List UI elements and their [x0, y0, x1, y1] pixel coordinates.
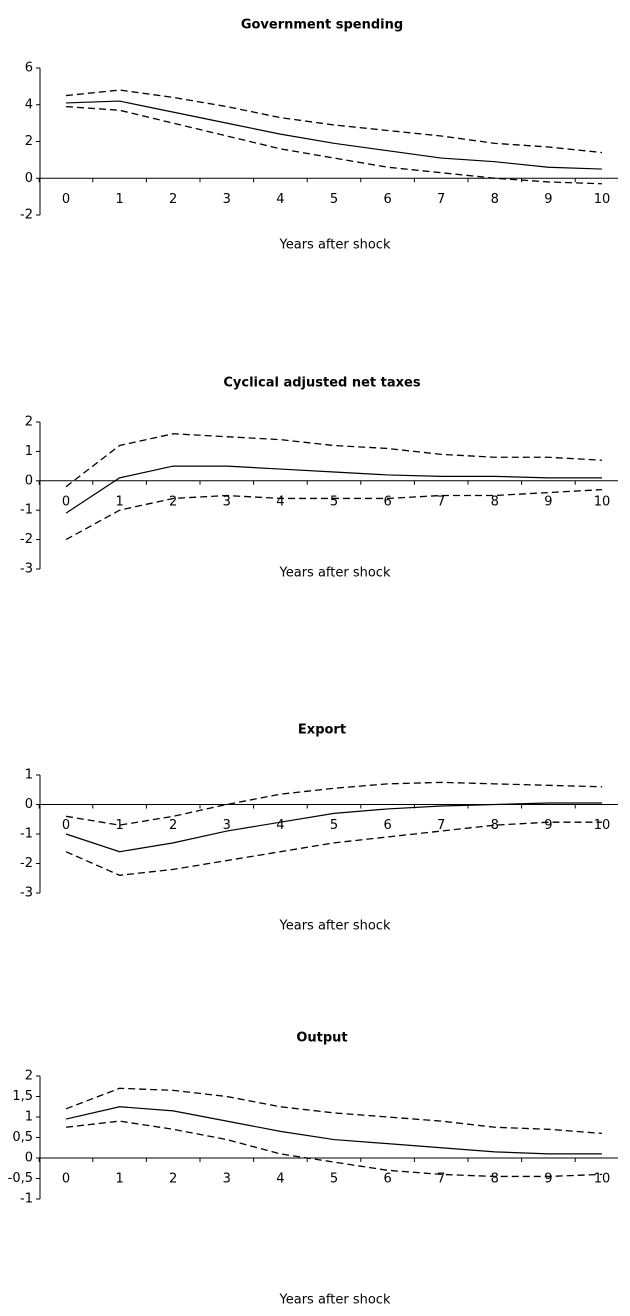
x-tick-label: 5: [330, 818, 338, 833]
series-line: [65, 89, 603, 154]
y-tick-label: -2: [20, 856, 33, 871]
chart-title: Output: [296, 1031, 347, 1046]
x-tick-label: 3: [223, 192, 231, 207]
x-tick-label: 7: [437, 1172, 445, 1187]
x-tick-label: 9: [544, 818, 552, 833]
x-tick-label: 7: [437, 494, 445, 509]
x-axis-label: Years after shock: [279, 1293, 391, 1308]
x-tick-label: 5: [330, 494, 338, 509]
series-line: [65, 465, 602, 514]
x-tick-label: 8: [491, 494, 499, 509]
series-line: [65, 100, 603, 170]
y-tick-label: 2: [25, 134, 33, 149]
y-tick-label: 0: [25, 797, 33, 812]
y-tick-label: 0,5: [12, 1130, 33, 1145]
y-tick-label: -2: [20, 208, 33, 223]
y-tick-label: -3: [20, 886, 33, 901]
x-tick-label: 3: [223, 818, 231, 833]
x-tick-label: 1: [115, 1172, 123, 1187]
x-tick-label: 7: [437, 818, 445, 833]
x-tick-label: 6: [383, 494, 391, 509]
x-tick-label: 10: [594, 818, 611, 833]
x-tick-label: 8: [491, 1172, 499, 1187]
y-tick-label: 0: [25, 473, 33, 488]
series-line: [65, 488, 603, 541]
x-tick-label: 4: [276, 1172, 284, 1187]
series-line: [65, 781, 603, 826]
x-tick-label: 9: [544, 494, 552, 509]
series-line: [65, 105, 603, 185]
series-line: [65, 1087, 603, 1135]
x-tick-label: 7: [437, 192, 445, 207]
series-line: [65, 1120, 603, 1178]
x-tick-label: 10: [594, 192, 611, 207]
x-axis-label: Years after shock: [279, 238, 391, 253]
x-tick-label: 4: [276, 192, 284, 207]
x-tick-label: 1: [115, 494, 123, 509]
y-tick-label: -0,5: [8, 1171, 33, 1186]
series-line: [65, 1106, 602, 1155]
chart-title: Government spending: [241, 18, 403, 33]
x-tick-label: 10: [594, 494, 611, 509]
y-tick-label: 1: [25, 768, 33, 783]
x-tick-label: 3: [223, 1172, 231, 1187]
y-tick-label: 4: [25, 97, 33, 112]
x-tick-label: 1: [115, 192, 123, 207]
x-tick-label: 9: [544, 1172, 552, 1187]
x-tick-label: 5: [330, 1172, 338, 1187]
y-tick-label: -1: [20, 827, 33, 842]
y-tick-label: -1: [20, 1192, 33, 1207]
x-tick-label: 8: [491, 192, 499, 207]
x-tick-label: 3: [223, 494, 231, 509]
x-tick-label: 2: [169, 192, 177, 207]
y-tick-label: -3: [20, 562, 33, 577]
y-tick-label: 1,5: [12, 1089, 33, 1104]
x-axis-label: Years after shock: [279, 919, 391, 934]
x-tick-label: 2: [169, 1172, 177, 1187]
x-axis-label: Years after shock: [279, 566, 391, 581]
x-tick-label: 1: [115, 818, 123, 833]
x-tick-label: 9: [544, 192, 552, 207]
y-tick-label: 1: [25, 1110, 33, 1125]
y-tick-label: 2: [25, 415, 33, 430]
x-tick-label: 4: [276, 818, 284, 833]
y-tick-label: 0: [25, 1151, 33, 1166]
x-tick-label: 6: [383, 1172, 391, 1187]
x-tick-label: 2: [169, 818, 177, 833]
y-tick-label: 2: [25, 1069, 33, 1084]
x-tick-label: 10: [594, 1172, 611, 1187]
x-tick-label: 0: [62, 1172, 70, 1187]
y-tick-label: -1: [20, 503, 33, 518]
chart-title: Export: [298, 723, 346, 738]
y-tick-label: -2: [20, 532, 33, 547]
y-tick-label: 1: [25, 444, 33, 459]
x-tick-label: 0: [62, 818, 70, 833]
x-tick-label: 6: [383, 192, 391, 207]
y-tick-label: 6: [25, 61, 33, 76]
x-tick-label: 4: [276, 494, 284, 509]
series-line: [65, 802, 602, 853]
x-tick-label: 5: [330, 192, 338, 207]
chart-title: Cyclical adjusted net taxes: [223, 376, 420, 391]
x-tick-label: 8: [491, 818, 499, 833]
x-tick-label: 0: [62, 192, 70, 207]
x-tick-label: 0: [62, 494, 70, 509]
x-tick-label: 6: [383, 818, 391, 833]
series-line: [65, 821, 602, 876]
series-line: [65, 433, 603, 488]
y-tick-label: 0: [25, 171, 33, 186]
x-tick-label: 2: [169, 494, 177, 509]
